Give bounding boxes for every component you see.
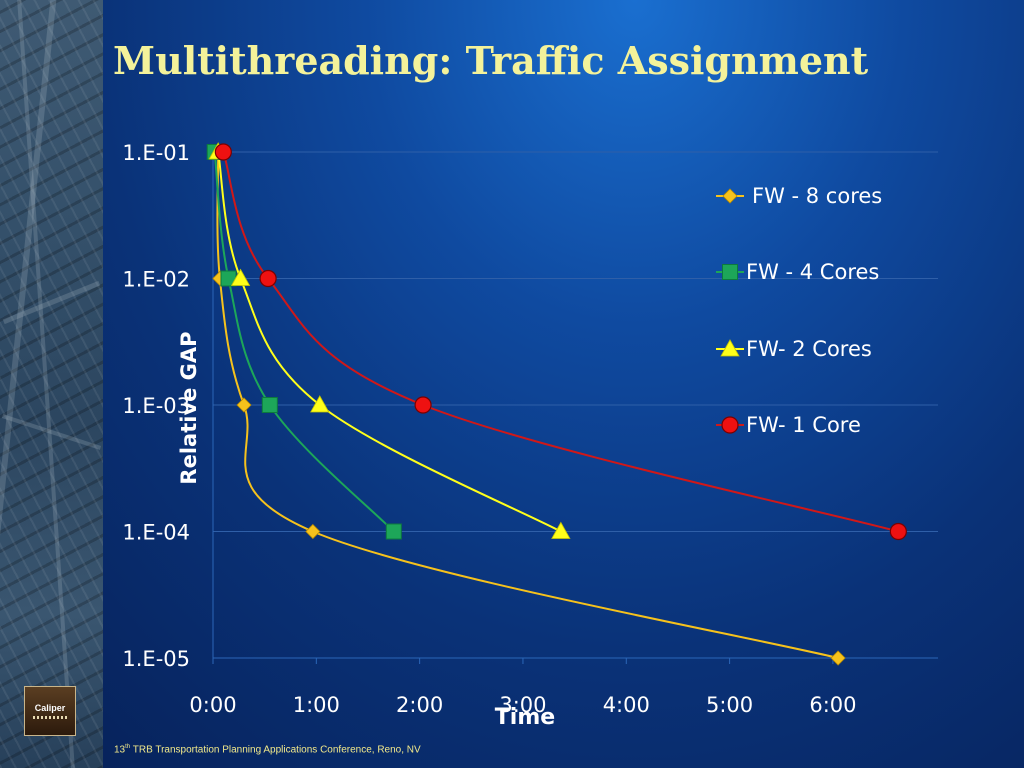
y-tick-label-1: 1.E-02: [122, 268, 190, 292]
series-0-point-3: [305, 523, 321, 540]
series-3-point-1: [259, 269, 277, 288]
logo-text: Caliper: [34, 703, 66, 713]
legend-label-0: FW - 8 cores: [752, 184, 882, 208]
legend-marker-0: [722, 188, 738, 204]
series-2-point-3: [551, 521, 571, 539]
legend-marker-2: [720, 339, 740, 357]
legend-marker-3: [721, 416, 739, 434]
series-2-point-1: [230, 268, 251, 286]
series-line-2: [217, 151, 562, 533]
series-0-point-2: [236, 397, 252, 413]
series-line-0: [216, 151, 839, 659]
legend-label-3: FW- 1 Core: [746, 413, 861, 437]
logo-bars: [33, 716, 69, 719]
caliper-logo: Caliper: [24, 686, 76, 736]
series-line-1: [213, 151, 395, 533]
slide-title: Multithreading: Traffic Assignment: [113, 38, 869, 83]
series-1-point-2: [261, 397, 278, 413]
x-tick-label-1: 1:00: [293, 693, 340, 717]
footer-text: TRB Transportation Planning Applications…: [130, 744, 421, 756]
series-3-point-3: [889, 522, 907, 541]
x-tick-label-6: 6:00: [809, 693, 856, 717]
aerial-photo-strip: [0, 0, 103, 768]
series-0-point-4: [830, 650, 846, 666]
series-2-point-2: [310, 395, 330, 413]
x-tick-label-5: 5:00: [706, 693, 753, 717]
series-1-point-3: [385, 523, 402, 540]
x-axis-title: Time: [495, 705, 555, 730]
footer-ordinal: 13: [114, 744, 126, 756]
series-line-3: [222, 151, 899, 533]
y-tick-label-2: 1.E-03: [122, 394, 190, 418]
x-tick-label-0: 0:00: [189, 693, 236, 717]
legend-marker-1: [722, 264, 738, 280]
x-tick-label-3: 3:00: [499, 693, 546, 717]
y-tick-label-0: 1.E-01: [122, 141, 190, 165]
y-tick-label-4: 1.E-05: [122, 647, 190, 671]
y-tick-label-3: 1.E-04: [122, 521, 190, 545]
series-3-point-2: [414, 396, 432, 414]
slide-footer: 13th TRB Transportation Planning Applica…: [114, 744, 421, 755]
x-tick-label-4: 4:00: [603, 693, 650, 717]
y-axis-title: Relative GAP: [177, 331, 201, 484]
footer-ordinal-suffix: th: [125, 744, 131, 750]
legend-label-2: FW- 2 Cores: [746, 337, 872, 361]
x-tick-label-2: 2:00: [396, 693, 443, 717]
legend-label-1: FW - 4 Cores: [746, 260, 879, 284]
series-3-point-0: [214, 143, 232, 161]
